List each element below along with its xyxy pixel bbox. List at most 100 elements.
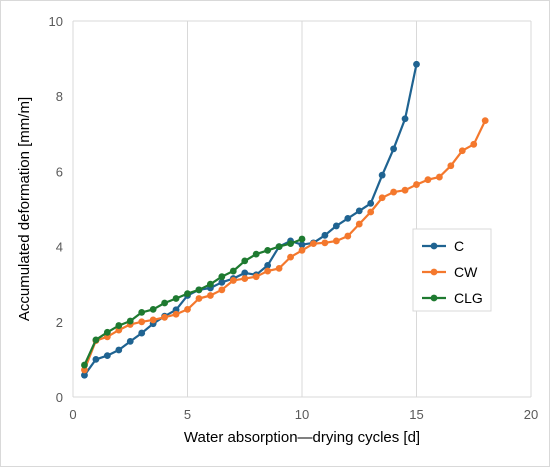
y-tick-label: 4 bbox=[56, 240, 63, 255]
x-tick-label: 5 bbox=[184, 407, 191, 422]
data-point bbox=[195, 295, 203, 302]
data-point bbox=[321, 231, 329, 239]
data-point bbox=[344, 215, 352, 222]
x-tick-label: 15 bbox=[409, 407, 423, 422]
data-point bbox=[481, 117, 489, 125]
data-point bbox=[126, 317, 134, 325]
data-point bbox=[241, 275, 249, 282]
data-point bbox=[298, 246, 306, 254]
data-point bbox=[138, 318, 146, 326]
legend-swatch-marker bbox=[430, 268, 438, 276]
data-point bbox=[264, 246, 272, 254]
data-point bbox=[126, 337, 134, 345]
data-point bbox=[149, 305, 157, 313]
data-point bbox=[310, 240, 317, 247]
legend-swatch-marker bbox=[430, 294, 438, 302]
legend-label: C bbox=[454, 238, 464, 254]
y-tick-label: 6 bbox=[56, 164, 63, 179]
data-point bbox=[287, 240, 294, 247]
data-point bbox=[321, 239, 329, 247]
data-point bbox=[264, 262, 272, 269]
data-point bbox=[81, 361, 88, 369]
data-point bbox=[115, 322, 123, 329]
data-point bbox=[241, 269, 249, 277]
data-point bbox=[332, 222, 340, 230]
x-tick-label: 20 bbox=[524, 407, 538, 422]
series-clg bbox=[81, 235, 306, 369]
y-tick-label: 0 bbox=[56, 390, 63, 405]
data-point bbox=[195, 286, 203, 294]
legend-item-clg: CLG bbox=[422, 290, 483, 306]
data-point bbox=[436, 173, 443, 181]
data-point bbox=[390, 188, 397, 196]
data-point bbox=[172, 295, 180, 302]
legend-label: CLG bbox=[454, 290, 483, 306]
data-point bbox=[378, 171, 386, 179]
data-point bbox=[332, 237, 340, 245]
data-point bbox=[275, 243, 283, 251]
data-point bbox=[252, 250, 260, 258]
data-point bbox=[252, 273, 260, 281]
legend-swatch-marker bbox=[430, 242, 438, 250]
data-point bbox=[184, 305, 191, 313]
data-point bbox=[229, 277, 237, 284]
data-point bbox=[298, 235, 306, 243]
data-point bbox=[470, 140, 478, 148]
data-point bbox=[355, 207, 363, 215]
series-line-clg bbox=[83, 238, 303, 366]
grid-lines bbox=[72, 20, 532, 398]
y-tick-label: 8 bbox=[56, 89, 63, 104]
x-tick-label: 10 bbox=[295, 407, 309, 422]
data-point bbox=[447, 162, 455, 170]
data-point bbox=[103, 328, 111, 336]
data-point bbox=[401, 186, 409, 194]
x-axis-title: Water absorption—drying cycles [d] bbox=[184, 429, 420, 446]
y-axis-ticks: 0 2 4 6 8 10 bbox=[49, 14, 63, 405]
data-point bbox=[161, 299, 169, 307]
data-point bbox=[458, 147, 466, 155]
data-point bbox=[218, 286, 226, 294]
data-point bbox=[172, 310, 180, 318]
y-tick-label: 2 bbox=[56, 315, 63, 330]
data-point bbox=[241, 257, 249, 265]
data-point bbox=[413, 181, 420, 188]
data-point bbox=[264, 267, 272, 275]
data-point bbox=[115, 346, 123, 354]
data-point bbox=[218, 273, 226, 281]
series-c bbox=[81, 60, 420, 379]
data-point bbox=[367, 208, 375, 216]
data-point bbox=[424, 176, 432, 184]
data-point bbox=[92, 336, 100, 344]
data-point bbox=[81, 371, 88, 379]
data-point bbox=[390, 145, 397, 153]
data-point bbox=[275, 265, 283, 272]
data-point bbox=[138, 309, 146, 316]
data-point bbox=[207, 292, 214, 299]
data-point bbox=[287, 253, 294, 261]
x-tick-label: 0 bbox=[69, 407, 76, 422]
data-point bbox=[401, 115, 409, 123]
y-axis-title: Accumulated deformation [mm/m] bbox=[16, 97, 33, 321]
data-point bbox=[355, 220, 363, 228]
data-point bbox=[138, 329, 146, 337]
x-axis-ticks: 0 5 10 15 20 bbox=[69, 407, 538, 422]
legend-label: CW bbox=[454, 264, 478, 280]
data-point bbox=[367, 199, 375, 207]
series-group bbox=[81, 60, 489, 379]
data-point bbox=[298, 241, 306, 249]
y-tick-label: 10 bbox=[49, 14, 63, 29]
legend: C CW CLG bbox=[412, 228, 492, 312]
data-point bbox=[184, 290, 191, 297]
data-point bbox=[149, 316, 157, 324]
data-point bbox=[229, 267, 237, 275]
data-point bbox=[218, 278, 226, 286]
series-line-c bbox=[83, 63, 418, 376]
data-point bbox=[103, 352, 111, 360]
legend-item-cw: CW bbox=[422, 264, 478, 280]
data-point bbox=[344, 232, 352, 240]
data-point bbox=[413, 60, 420, 68]
data-point bbox=[81, 366, 88, 374]
data-point bbox=[207, 280, 214, 288]
